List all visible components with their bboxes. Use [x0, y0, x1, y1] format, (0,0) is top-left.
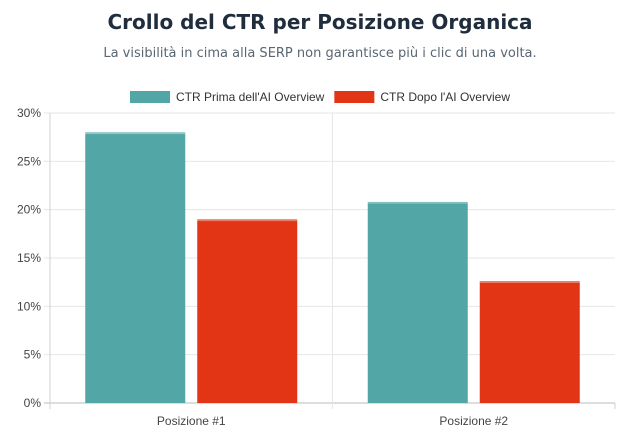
bar	[197, 219, 298, 403]
y-tick-label: 0%	[24, 396, 42, 410]
y-tick-label: 30%	[17, 106, 41, 120]
legend-label: CTR Prima dell'AI Overview	[176, 90, 325, 104]
y-tick-label: 5%	[24, 348, 42, 362]
y-tick-label: 20%	[17, 203, 41, 217]
legend-swatch	[334, 91, 375, 103]
bar	[367, 201, 468, 403]
chart-subtitle: La visibilità in cima alla SERP non gara…	[103, 46, 537, 61]
y-tick-label: 15%	[17, 251, 41, 265]
chart-title: Crollo del CTR per Posizione Organica	[107, 10, 533, 34]
legend-label: CTR Dopo l'AI Overview	[380, 90, 510, 104]
legend-swatch	[130, 91, 171, 103]
y-tick-label: 10%	[17, 299, 41, 313]
bar	[85, 132, 186, 404]
x-tick-label: Posizione #2	[439, 414, 508, 428]
x-tick-label: Posizione #1	[157, 414, 226, 428]
y-tick-label: 25%	[17, 154, 41, 168]
bar	[479, 281, 580, 403]
